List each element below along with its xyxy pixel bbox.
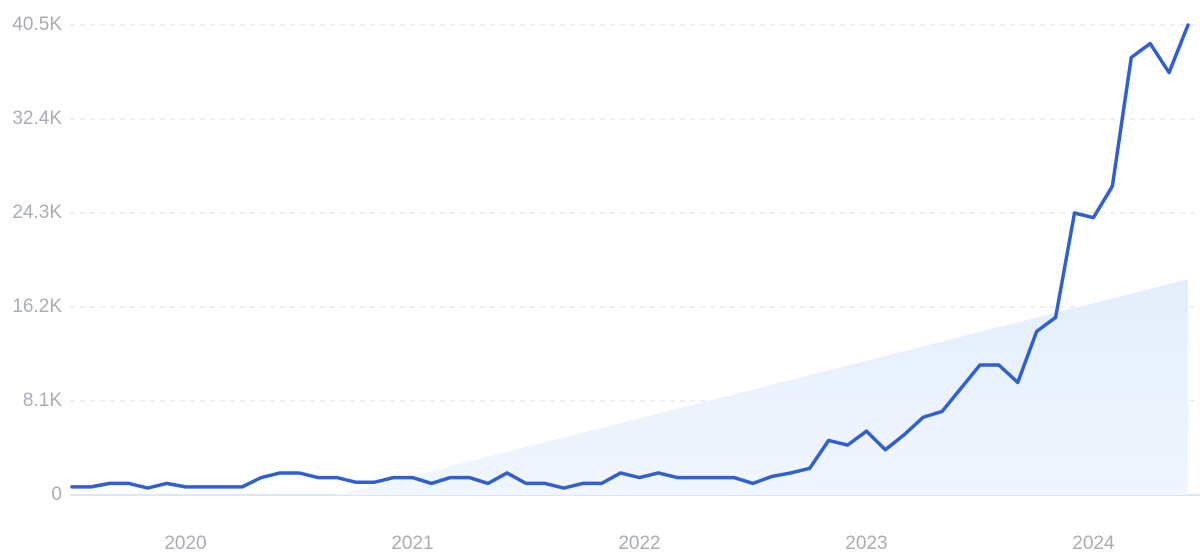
x-tick-label: 2020 — [164, 533, 206, 554]
x-tick-label: 2022 — [618, 533, 660, 554]
data-line — [70, 23, 1190, 490]
x-tick-label: 2024 — [1072, 533, 1115, 554]
trend-area — [336, 279, 1188, 495]
y-tick-label: 0 — [51, 484, 62, 505]
y-tick-label: 8.1K — [23, 390, 62, 411]
y-tick-label: 24.3K — [12, 202, 62, 223]
y-tick-label: 40.5K — [12, 14, 62, 35]
y-tick-label: 16.2K — [12, 296, 62, 317]
y-tick-label: 32.4K — [12, 108, 62, 129]
x-tick-label: 2021 — [391, 533, 433, 554]
x-tick-label: 2023 — [845, 533, 887, 554]
